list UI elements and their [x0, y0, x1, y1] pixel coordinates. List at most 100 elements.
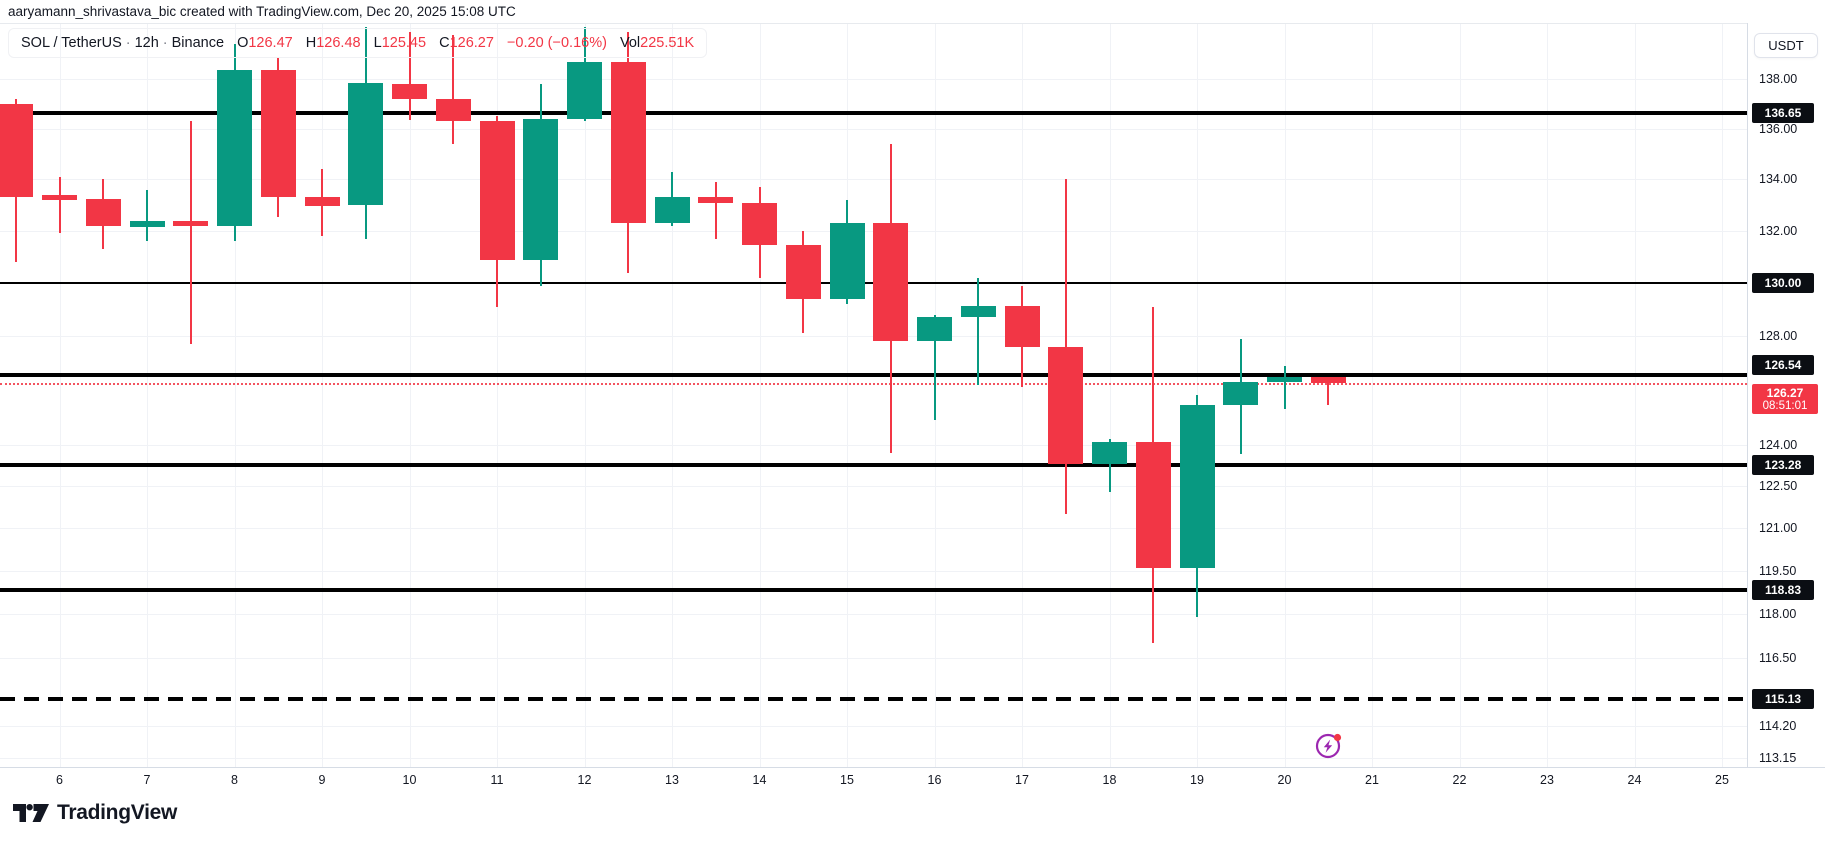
candle-body: [435, 98, 471, 122]
candle-wick: [1108, 439, 1111, 492]
candle-body: [1179, 404, 1215, 569]
tradingview-logo-text: TradingView: [57, 801, 178, 824]
candle-body: [1004, 305, 1040, 347]
candle-body: [348, 82, 384, 206]
date-tick-label: 10: [402, 773, 417, 787]
tradingview-logo[interactable]: TradingView: [13, 801, 177, 825]
attribution-text: aaryamann_shrivastava_bic created with T…: [8, 4, 516, 19]
price-level-badge: 130.00: [1752, 273, 1814, 294]
price-level-badge: 123.28: [1752, 454, 1814, 475]
candle-body: [873, 223, 909, 342]
candle-body: [479, 121, 515, 260]
date-tick-label: 19: [1190, 773, 1204, 787]
price-tick-label: 136.00: [1759, 121, 1798, 136]
price-level-badge: 126.54: [1752, 355, 1814, 376]
candle-wick: [58, 176, 61, 234]
candle-body: [785, 245, 821, 299]
price-axis[interactable]: USDT 138.00 136.00 134.00 132.00 128.00 124.0…: [1747, 23, 1825, 767]
candle-wick: [189, 121, 192, 345]
candle-body: [567, 61, 602, 119]
time-grid-line: [147, 23, 148, 767]
price-tick-label: 122.50: [1759, 479, 1798, 494]
date-tick-label: 25: [1715, 773, 1729, 787]
price-grid-line: [0, 614, 1747, 616]
currency-button[interactable]: USDT: [1754, 33, 1818, 58]
time-grid-line: [1547, 23, 1548, 767]
candle-body: [960, 305, 996, 318]
price-grid-line: [0, 444, 1747, 446]
candle-body: [304, 197, 340, 207]
candle-body: [1223, 381, 1259, 405]
price-tick-label: 113.15: [1759, 750, 1797, 765]
high-label: H: [305, 35, 317, 51]
time-grid-line: [584, 23, 586, 767]
price-tick-label: 114.20: [1759, 719, 1797, 734]
candle-body: [654, 197, 690, 224]
date-tick-label: 6: [56, 773, 63, 787]
time-grid-line: [1634, 23, 1636, 767]
price-grid-line: [0, 528, 1747, 530]
close-label: C: [439, 35, 450, 51]
exchange-label: Binance: [171, 35, 225, 51]
price-tick-label: 138.00: [1759, 71, 1798, 86]
candle-body: [742, 202, 777, 246]
price-level-badge: 118.83: [1752, 580, 1814, 601]
price-level-line: [0, 462, 1747, 467]
candle-body: [829, 223, 865, 299]
price-grid-line: [0, 486, 1747, 488]
separator: ·: [125, 35, 131, 51]
candle-wick: [1327, 376, 1330, 405]
time-grid-line: [497, 23, 498, 767]
time-grid-line: [759, 23, 761, 767]
price-level-line: [0, 588, 1747, 593]
time-grid-line: [672, 23, 673, 767]
time-grid-line: [1372, 23, 1373, 767]
low-label: L: [373, 35, 382, 51]
date-tick-label: 23: [1540, 773, 1554, 787]
tradingview-logo-mark: [13, 803, 49, 822]
price-level-badge: 115.13: [1752, 688, 1814, 709]
lightning-event-icon[interactable]: [1313, 730, 1345, 762]
price-grid-line: [0, 78, 1747, 80]
date-tick-label: 14: [752, 773, 767, 787]
candle-wick: [1283, 365, 1286, 410]
price-tick-label: 121.00: [1759, 521, 1798, 536]
date-tick-label: 16: [927, 773, 942, 787]
date-tick-label: 22: [1452, 773, 1467, 787]
time-grid-line: [59, 23, 61, 767]
candle-wick: [408, 32, 411, 120]
candle-body: [1048, 346, 1084, 465]
price-tick-label: 116.50: [1759, 651, 1797, 666]
price-tick-label: 128.00: [1759, 329, 1798, 344]
date-tick-label: 17: [1015, 773, 1029, 787]
time-axis[interactable]: 6 7 8 9 10 11 12 13 14 15 16 17 18 19 20 21 22 23 24 25: [0, 767, 1825, 847]
chart-legend[interactable]: SOL / TetherUS · 12h · Binance O126.47 H126.…: [8, 28, 708, 58]
price-grid-line: [0, 726, 1747, 728]
date-tick-label: 8: [231, 773, 238, 787]
candle-body: [392, 83, 427, 99]
candle-body: [610, 61, 646, 224]
price-level-line: [0, 373, 1747, 378]
price-grid-line: [0, 571, 1747, 573]
price-grid-line: [0, 179, 1747, 181]
price-tick-label: 124.00: [1759, 437, 1798, 452]
time-grid-line: [1022, 23, 1023, 767]
lightning-bolt-icon: [1323, 739, 1333, 753]
candle-body: [1135, 441, 1171, 569]
high-value: 126.48: [316, 35, 361, 51]
notification-dot: [1333, 733, 1342, 742]
separator: ·: [162, 35, 168, 51]
date-tick-label: 11: [490, 773, 504, 787]
date-tick-label: 9: [318, 773, 326, 787]
date-tick-label: 15: [840, 773, 854, 787]
volume-label: Vol: [619, 35, 641, 51]
countdown-timer: 08:51:01: [1762, 399, 1808, 412]
candle-body: [1310, 377, 1346, 383]
time-grid-line: [234, 23, 236, 767]
time-grid-line: [1197, 23, 1198, 767]
interval-label: 12h: [134, 35, 159, 51]
candle-body: [698, 197, 734, 203]
candle-body: [217, 70, 252, 226]
price-grid-line: [0, 658, 1747, 660]
